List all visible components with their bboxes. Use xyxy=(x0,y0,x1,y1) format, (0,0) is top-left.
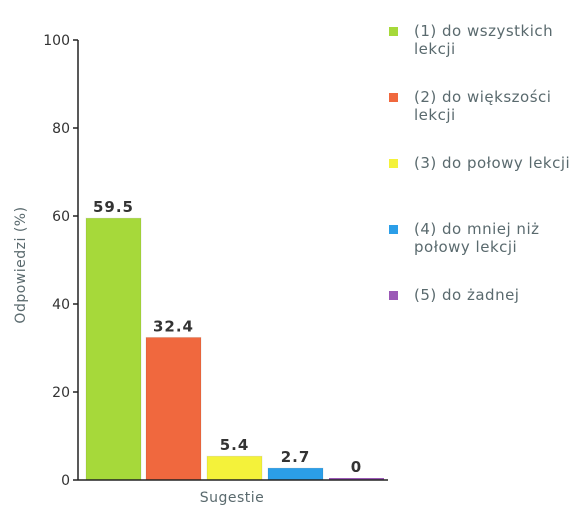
y-tick-label: 80 xyxy=(52,121,70,137)
y-tick-label: 100 xyxy=(43,33,70,49)
y-axis: 0 20 40 60 80 100 xyxy=(43,33,79,489)
x-axis-label: Sugestie xyxy=(200,490,265,506)
bar-3 xyxy=(206,455,263,481)
legend-label: (5) do żadnej xyxy=(414,286,520,304)
legend-swatch xyxy=(389,159,398,168)
y-axis-label: Odpowiedzi (%) xyxy=(13,206,29,323)
bar-value-label: 32.4 xyxy=(153,317,194,335)
legend-label: (1) do wszystkich lekcji xyxy=(414,22,554,58)
y-tick-label: 60 xyxy=(52,209,70,225)
legend-swatch xyxy=(389,225,398,234)
bar-1 xyxy=(85,217,142,481)
legend-item: (1) do wszystkich lekcji xyxy=(386,22,586,88)
y-tick-label: 0 xyxy=(61,473,70,489)
legend-swatch xyxy=(389,93,398,102)
legend-item: (3) do połowy lekcji xyxy=(386,154,586,220)
y-tick-label: 20 xyxy=(52,385,70,401)
bar-4 xyxy=(267,467,324,481)
bar-2 xyxy=(145,336,202,481)
legend-item: (2) do większości lekcji xyxy=(386,88,586,154)
bar-value-label: 0 xyxy=(351,458,362,476)
legend-swatch xyxy=(389,27,398,36)
legend-swatch xyxy=(389,291,398,300)
bar-value-label: 5.4 xyxy=(220,436,250,454)
legend-label: (4) do mniej niż połowy lekcji xyxy=(414,220,540,256)
legend: (1) do wszystkich lekcji (2) do większośc… xyxy=(386,22,586,352)
bar-value-label: 2.7 xyxy=(281,448,311,466)
legend-item: (4) do mniej niż połowy lekcji xyxy=(386,220,586,286)
y-tick-label: 40 xyxy=(52,297,70,313)
legend-label: (3) do połowy lekcji xyxy=(414,154,571,172)
legend-label: (2) do większości lekcji xyxy=(414,88,552,124)
legend-item: (5) do żadnej xyxy=(386,286,586,352)
bar-value-label: 59.5 xyxy=(93,198,134,216)
bar-5 xyxy=(329,478,384,480)
bars: 59.5 32.4 5.4 2.7 0 xyxy=(85,198,384,481)
